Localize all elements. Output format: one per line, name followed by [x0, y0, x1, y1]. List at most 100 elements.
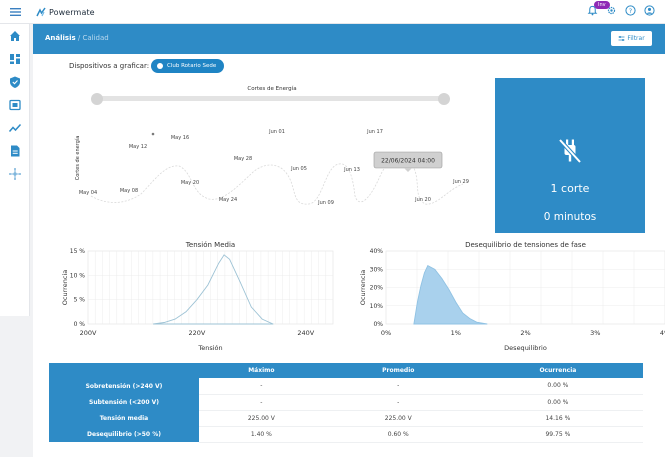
data-point — [207, 284, 209, 286]
menu-icon[interactable] — [10, 8, 21, 16]
data-point — [455, 301, 457, 303]
data-point — [152, 323, 154, 325]
timeline-date-labels: May 04 May 08 May 12 May 16 May 20 May 24 May … — [79, 129, 469, 206]
top-actions: ? — [587, 5, 655, 16]
data-point — [218, 262, 220, 264]
stats-table: Máximo Promedio Ocurrencia Sobretensión … — [49, 363, 643, 443]
range-slider-handle-end[interactable] — [438, 93, 450, 105]
y-axis-label: Ocurrencia — [61, 270, 69, 305]
outage-marker[interactable] — [151, 132, 155, 136]
data-point — [196, 299, 198, 301]
kpi-outage-minutes: 0 minutos — [543, 211, 597, 223]
outages-kpi-card: 1 corte 0 minutos — [495, 78, 645, 233]
main-content: Dispositivos a graficar: Club Rotario Se… — [33, 54, 665, 457]
chart-title: Tensión Media — [185, 241, 235, 249]
area-series — [413, 264, 488, 325]
timeline-date-label: May 08 — [120, 188, 138, 194]
timeline-date-label: Jun 20 — [414, 197, 431, 203]
data-point — [424, 272, 425, 274]
bell-icon[interactable] — [587, 5, 598, 16]
table-row: Desequilibrio (>50 %) 1.40 % 0.60 % 99.7… — [49, 426, 643, 443]
gear-icon[interactable] — [606, 5, 617, 16]
sliders-icon — [618, 36, 625, 41]
cell-max: 1.40 % — [199, 426, 324, 443]
dashboard-icon[interactable] — [8, 52, 22, 66]
phase-imbalance-chart: Desequilibrio de tensiones de fase 0% 1% 2%… — [359, 241, 665, 352]
brand-logo[interactable]: Powermate — [36, 6, 95, 18]
timeline-date-label: May 28 — [234, 156, 252, 162]
area-series — [153, 254, 274, 325]
data-point — [240, 282, 241, 283]
timeline-date-label: May 04 — [79, 190, 97, 196]
table-row: Subtensión (<200 V) - - 0.00 % — [49, 394, 643, 411]
chart-title: Desequilibrio de tensiones de fase — [465, 241, 586, 249]
cell-avg: 225.00 V — [323, 410, 473, 427]
cell-avg: 0.60 % — [323, 426, 473, 443]
cell-occ: 99.75 % — [472, 426, 643, 443]
breadcrumb-section[interactable]: Análisis — [45, 34, 76, 42]
data-point — [448, 288, 450, 290]
table-row: Sobretensión (>240 V) - - 0.00 % — [49, 378, 643, 395]
data-point — [272, 323, 274, 325]
report-icon[interactable] — [8, 144, 22, 158]
range-slider-track[interactable] — [95, 96, 447, 101]
trend-icon[interactable] — [8, 121, 22, 135]
y-tick-label: 30% — [370, 266, 384, 273]
table-header: Máximo — [199, 363, 324, 378]
x-tick-label: 4% — [660, 329, 665, 337]
tooltip-pointer — [404, 168, 412, 172]
data-point — [163, 322, 165, 323]
data-point — [441, 278, 443, 279]
table-row: Tensión media 225.00 V 225.00 V 14.16 % — [49, 410, 643, 427]
page-header: Análisis / Calidad Filtrar — [33, 24, 665, 54]
breadcrumb-separator: / — [75, 34, 83, 42]
y-tick-label: 15 % — [70, 248, 86, 255]
svg-text:?: ? — [629, 7, 632, 15]
filter-button[interactable]: Filtrar — [611, 31, 652, 46]
data-point — [417, 301, 418, 303]
timeline-date-label: May 24 — [219, 197, 237, 203]
x-tick-label: 2% — [520, 329, 530, 337]
outages-timeline-chart: Cortes de Energía Cortes de energía May … — [74, 85, 469, 206]
x-axis-label: Desequilibrio — [504, 344, 547, 352]
brand-name: Powermate — [49, 7, 95, 17]
devices-label: Dispositivos a graficar: — [69, 62, 150, 70]
range-slider-handle-start[interactable] — [91, 93, 103, 105]
table-header-row: Máximo Promedio Ocurrencia — [49, 363, 643, 378]
x-tick-label: 3% — [590, 329, 600, 337]
kpi-outage-count: 1 corte — [550, 182, 590, 195]
device-chip[interactable]: Club Rotario Sede — [151, 59, 225, 73]
data-point — [420, 285, 422, 287]
row-label: Subtensión (<200 V) — [49, 394, 199, 410]
toggle-dot-icon — [157, 63, 163, 69]
timeline-date-label: Jun 09 — [317, 200, 334, 206]
cell-occ: 0.00 % — [472, 378, 643, 395]
data-point — [413, 323, 415, 325]
sidebar — [0, 24, 30, 316]
help-icon[interactable]: ? — [625, 5, 636, 16]
device-chip-label: Club Rotario Sede — [167, 63, 217, 69]
data-point — [229, 258, 230, 260]
notification-badge: Inv — [594, 1, 610, 9]
x-axis-label: Tensión — [197, 344, 222, 352]
monitor-icon[interactable] — [8, 98, 22, 112]
data-point — [223, 254, 225, 256]
y-axis-label: Ocurrencia — [359, 270, 367, 305]
cell-avg: - — [323, 378, 473, 395]
cell-avg: - — [323, 394, 473, 411]
shield-icon[interactable] — [8, 75, 22, 89]
table-header: Ocurrencia — [472, 363, 643, 378]
timeline-date-label: Jun 05 — [290, 166, 307, 172]
user-icon[interactable] — [644, 5, 655, 16]
home-icon[interactable] — [8, 29, 22, 43]
x-tick-label: 240V — [297, 329, 314, 337]
cell-max: 225.00 V — [199, 410, 324, 427]
row-label: Sobretensión (>240 V) — [49, 378, 199, 394]
timeline-date-label: Jun 29 — [452, 179, 469, 185]
timeline-date-label: Jun 17 — [366, 129, 383, 135]
data-point — [261, 318, 263, 320]
data-point — [462, 312, 464, 314]
breadcrumb: Análisis / Calidad — [45, 34, 109, 42]
data-point — [469, 318, 471, 319]
network-icon[interactable] — [8, 167, 22, 181]
